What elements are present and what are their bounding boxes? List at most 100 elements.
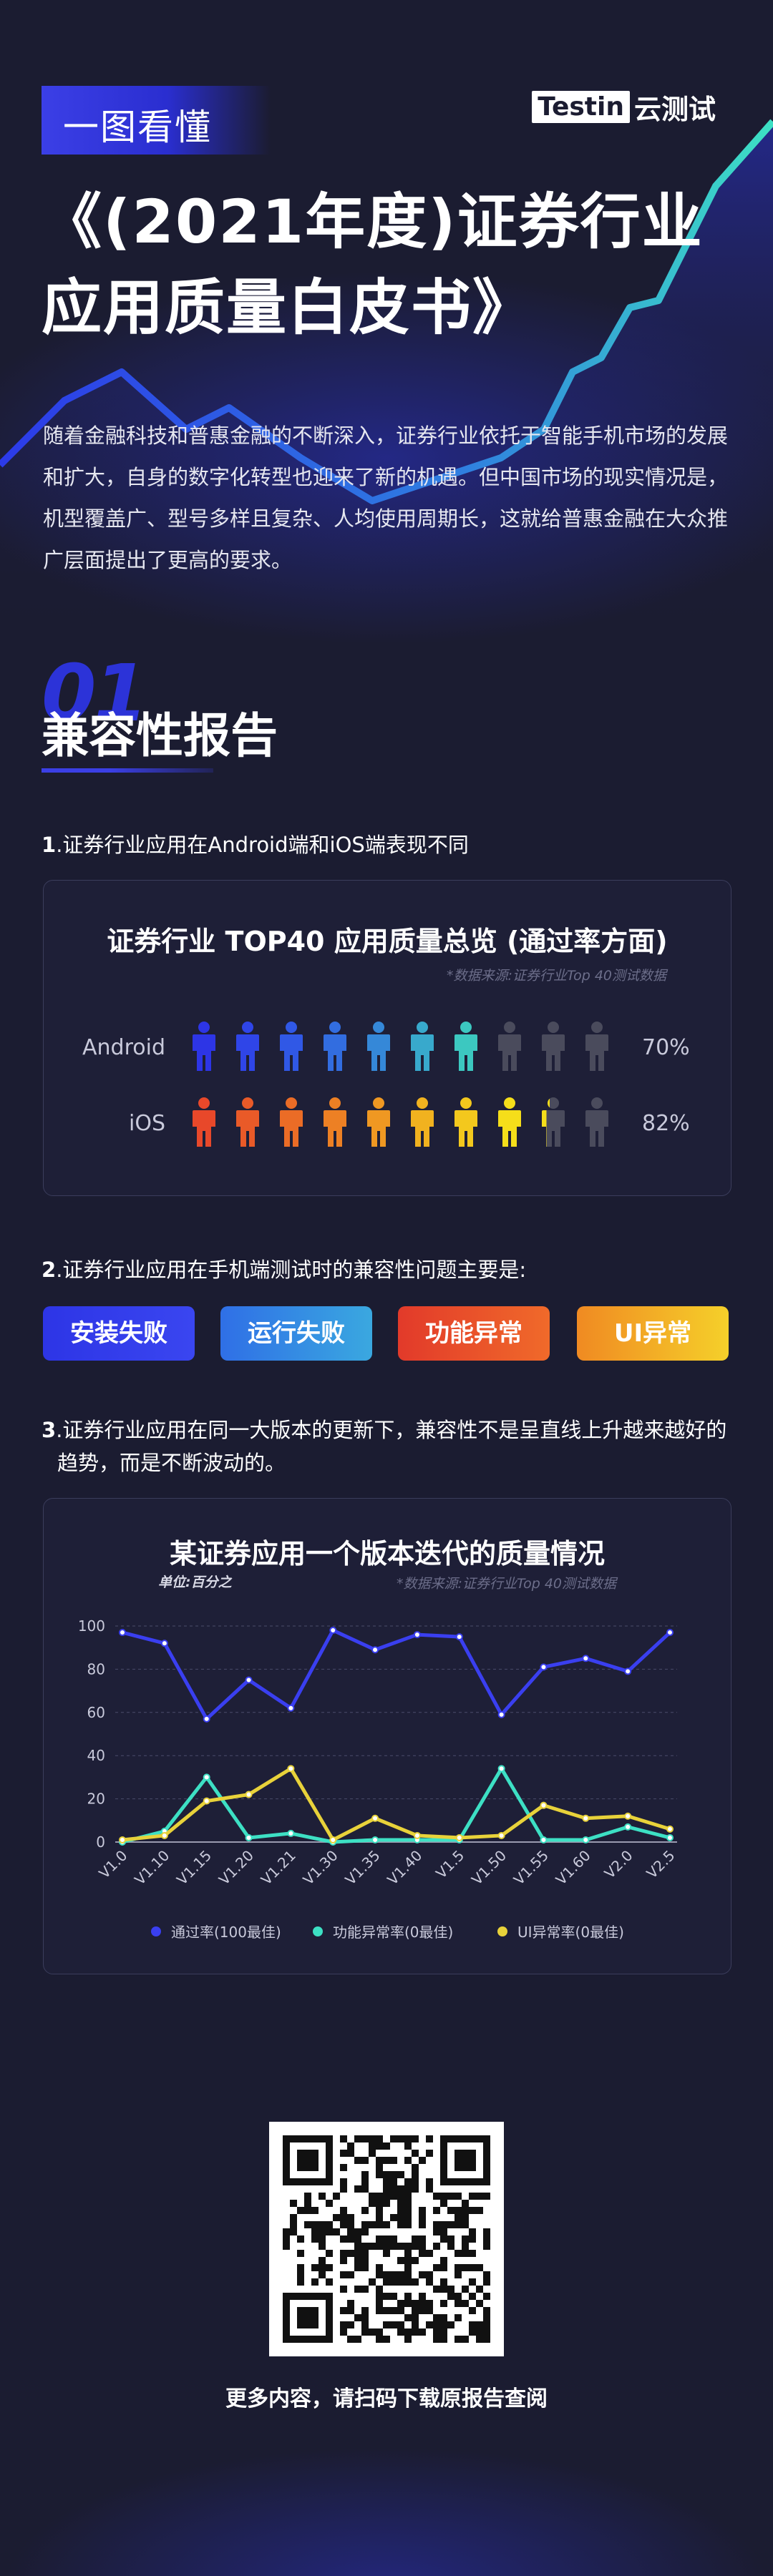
series-point-1 [624, 1823, 632, 1831]
y-tick-label: 40 [87, 1747, 105, 1764]
footer-text: 更多内容，请扫码下载原报告查阅 [225, 2386, 548, 2411]
series-point-2 [160, 1831, 168, 1839]
version-chart-source: *数据来源:证券行业Top 40测试数据 [396, 1576, 616, 1592]
ios-person-icon [583, 1097, 611, 1148]
y-tick-label: 20 [87, 1791, 105, 1808]
x-tick-label: V1.60 [553, 1847, 594, 1889]
question-3-number: 3 [42, 1418, 57, 1442]
series-point-0 [203, 1715, 210, 1723]
x-tick-label: V1.35 [341, 1847, 383, 1889]
x-tick-label: V1.20 [215, 1847, 257, 1889]
ios-person-icon [452, 1097, 480, 1148]
version-quality-card: 某证券应用一个版本迭代的质量情况 单位:百分之 *数据来源:证券行业Top 40… [43, 1498, 731, 1974]
series-point-1 [287, 1829, 295, 1837]
android-person-icon [190, 1021, 218, 1072]
series-point-0 [371, 1646, 379, 1654]
brand-logo-text: 云测试 [633, 94, 716, 125]
footer-glow [0, 2447, 773, 2576]
section-number: 01 [42, 647, 148, 739]
series-point-2 [666, 1825, 674, 1833]
brand-logo-box: Testin [532, 91, 630, 123]
series-point-1 [203, 1773, 210, 1781]
question-1: 1.证券行业应用在Android端和iOS端表现不同 [42, 828, 469, 858]
x-tick-label: V1.5 [432, 1847, 467, 1882]
x-tick-label: V1.21 [258, 1847, 299, 1889]
series-point-1 [666, 1833, 674, 1841]
series-point-2 [582, 1814, 590, 1822]
series-point-1 [540, 1836, 548, 1843]
ios-person-icon [364, 1097, 393, 1148]
issue-run-failure: 运行失败 [220, 1306, 372, 1361]
android-label: Android [82, 1035, 165, 1060]
y-tick-label: 100 [78, 1617, 105, 1635]
series-point-0 [245, 1676, 253, 1684]
legend-function-rate-dot [313, 1926, 323, 1936]
legend-pass-rate-dot [151, 1926, 161, 1936]
ios-person-icon [495, 1097, 524, 1148]
x-tick-label: V1.0 [95, 1847, 130, 1882]
ios-person-icon [539, 1097, 568, 1148]
series-point-1 [371, 1836, 379, 1843]
series-point-2 [624, 1812, 632, 1820]
series-point-0 [497, 1710, 505, 1718]
series-point-2 [287, 1765, 295, 1773]
android-person-icon [452, 1021, 480, 1072]
header-tag: 一图看懂 [42, 86, 271, 155]
pass-rate-card: 证券行业 TOP40 应用质量总览 (通过率方面) *数据来源:证券行业Top … [43, 880, 731, 1196]
ios-person-icon [190, 1097, 218, 1148]
android-person-icon [583, 1021, 611, 1072]
intro-paragraph: 随着金融科技和普惠金融的不断深入，证券行业依托于智能手机市场的发展和扩大，自身的… [43, 423, 729, 572]
version-chart-title: 某证券应用一个版本迭代的质量情况 [169, 1538, 605, 1569]
series-point-0 [413, 1631, 421, 1639]
hero-trend-graphic [0, 119, 773, 644]
series-point-1 [245, 1833, 253, 1841]
question-3: 3.证券行业应用在同一大版本的更新下，兼容性不是呈直线上升越来越好的 趋势，而是… [42, 1414, 729, 1479]
series-point-0 [624, 1667, 632, 1675]
brand-logo: Testin 云测试 [532, 87, 716, 127]
qr-code [269, 2122, 504, 2356]
question-1-text: .证券行业应用在Android端和iOS端表现不同 [56, 833, 469, 857]
issue-ui-abnormal: UI异常 [577, 1306, 729, 1361]
android-person-icon [277, 1021, 306, 1072]
series-point-2 [203, 1797, 210, 1805]
series-point-0 [455, 1633, 463, 1641]
ios-person-icon [321, 1097, 349, 1148]
hero-background [0, 0, 773, 644]
x-tick-label: V1.55 [510, 1847, 552, 1889]
question-2: 2.证券行业应用在手机端测试时的兼容性问题主要是: [42, 1253, 526, 1283]
legend-pass-rate-label: 通过率(100最佳) [171, 1924, 281, 1941]
android-percent: 70% [642, 1035, 690, 1060]
issue-function-abnormal: 功能异常 [398, 1306, 550, 1361]
y-tick-label: 0 [96, 1833, 105, 1851]
ios-label: iOS [129, 1111, 165, 1136]
x-tick-label: V1.40 [384, 1847, 425, 1889]
legend-ui-rate-dot [497, 1926, 507, 1936]
android-person-icon [495, 1021, 524, 1072]
legend-function-rate-label: 功能异常率(0最佳) [333, 1924, 454, 1941]
version-chart-unit: 单位:百分之 [158, 1575, 232, 1590]
y-tick-label: 60 [87, 1704, 105, 1721]
series-point-0 [119, 1629, 126, 1637]
pass-rate-source: *数据来源:证券行业Top 40测试数据 [446, 968, 666, 984]
android-person-icon [539, 1021, 568, 1072]
pass-rate-title: 证券行业 TOP40 应用质量总览 (通过率方面) [107, 926, 668, 957]
ios-percent: 82% [642, 1111, 690, 1136]
series-point-0 [287, 1704, 295, 1712]
page-title-line2: 应用质量白皮书》 [42, 273, 535, 343]
legend-pass-rate: 通过率(100最佳) [151, 1921, 281, 1941]
series-point-2 [497, 1831, 505, 1839]
series-point-2 [245, 1791, 253, 1798]
series-point-2 [540, 1801, 548, 1809]
legend-function-rate: 功能异常率(0最佳) [313, 1921, 453, 1941]
series-point-0 [540, 1663, 548, 1671]
series-point-1 [497, 1765, 505, 1773]
x-tick-label: V1.15 [173, 1847, 215, 1889]
ios-person-icon [408, 1097, 437, 1148]
question-2-number: 2 [42, 1258, 57, 1282]
series-point-0 [160, 1640, 168, 1647]
qr-code-image [283, 2135, 490, 2343]
series-point-2 [371, 1814, 379, 1822]
page-title-line1: 《(2021年度)证券行业 [42, 187, 704, 257]
android-person-icon [233, 1021, 262, 1072]
legend-ui-rate-label: UI异常率(0最佳) [517, 1924, 624, 1941]
